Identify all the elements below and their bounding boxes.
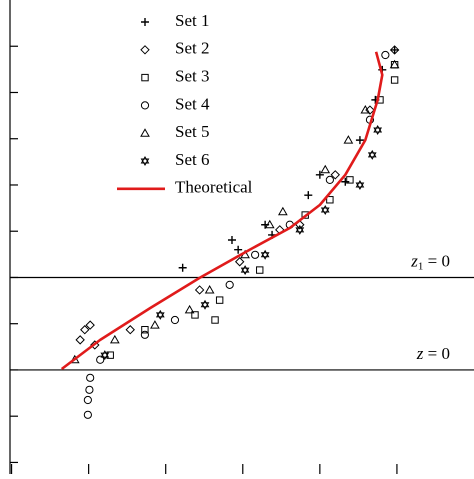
marker-plus bbox=[178, 263, 187, 272]
legend-label: Set 2 bbox=[175, 39, 209, 58]
marker-square bbox=[191, 311, 199, 319]
annotation-rest: = 0 bbox=[423, 344, 450, 363]
marker-circle bbox=[381, 50, 390, 60]
marker-circle bbox=[251, 250, 260, 259]
marker-diamond bbox=[330, 170, 340, 180]
marker-circle bbox=[86, 373, 95, 382]
marker-triangle bbox=[140, 128, 150, 137]
theory-line bbox=[60, 51, 384, 371]
marker-diamond bbox=[194, 285, 205, 295]
marker-circle bbox=[83, 395, 92, 405]
marker-triangle bbox=[277, 206, 288, 216]
marker-hexagram bbox=[295, 224, 305, 235]
marker-plus bbox=[234, 245, 243, 254]
marker-hexagram bbox=[373, 124, 383, 135]
marker-plus bbox=[227, 236, 236, 245]
marker-hexagram bbox=[155, 309, 165, 320]
marker-circle bbox=[96, 355, 105, 364]
legend-item: Set 5 bbox=[140, 122, 209, 141]
marker-hexagram bbox=[200, 299, 210, 310]
marker-square bbox=[211, 316, 219, 324]
marker-triangle bbox=[360, 105, 371, 114]
marker-diamond bbox=[75, 335, 85, 345]
legend-item: Set 4 bbox=[140, 94, 210, 113]
marker-circle bbox=[325, 175, 334, 184]
marker-square bbox=[141, 73, 149, 82]
marker-square bbox=[390, 76, 399, 84]
marker-square bbox=[256, 266, 264, 274]
marker-circle bbox=[85, 385, 94, 394]
marker-circle bbox=[170, 315, 180, 325]
marker-circle bbox=[225, 280, 234, 289]
marker-square bbox=[141, 326, 149, 334]
marker-triangle bbox=[184, 304, 195, 314]
marker-square bbox=[326, 196, 334, 204]
marker-triangle bbox=[150, 320, 160, 329]
annotation-rest: = 0 bbox=[423, 251, 450, 270]
marker-hexagram bbox=[240, 265, 250, 276]
marker-square bbox=[346, 176, 354, 184]
marker-diamond bbox=[234, 257, 245, 267]
legend-label: Set 5 bbox=[175, 122, 209, 141]
legend-label: Set 6 bbox=[175, 150, 209, 169]
marker-plus bbox=[304, 191, 313, 200]
legend-label: Set 4 bbox=[175, 94, 210, 113]
marker-hexagram bbox=[367, 149, 377, 160]
marker-triangle bbox=[204, 284, 215, 294]
marker-circle bbox=[83, 410, 92, 419]
marker-hexagram bbox=[260, 249, 270, 260]
marker-hexagram bbox=[355, 179, 365, 190]
legend-item: Set 2 bbox=[140, 39, 209, 58]
marker-triangle bbox=[320, 164, 331, 174]
marker-plus bbox=[390, 45, 399, 54]
annotation-var: z bbox=[410, 251, 418, 270]
marker-plus bbox=[141, 18, 149, 26]
legend-label: Theoretical bbox=[175, 178, 253, 197]
marker-diamond bbox=[80, 325, 90, 335]
marker-diamond bbox=[125, 325, 135, 335]
marker-hexagram bbox=[100, 350, 110, 361]
marker-triangle bbox=[109, 334, 120, 344]
marker-triangle bbox=[264, 219, 275, 229]
legend-label: Set 1 bbox=[175, 11, 209, 30]
marker-diamond bbox=[140, 45, 150, 55]
marker-circle bbox=[140, 330, 149, 339]
marker-diamond bbox=[85, 320, 95, 330]
marker-hexagram bbox=[140, 156, 150, 166]
marker-plus bbox=[315, 170, 324, 179]
marker-diamond bbox=[389, 45, 400, 55]
legend-label: Set 3 bbox=[175, 67, 209, 86]
legend-item: Set 1 bbox=[141, 11, 209, 30]
marker-triangle bbox=[343, 135, 354, 144]
annotation-sub: 1 bbox=[418, 260, 424, 272]
marker-diamond bbox=[90, 340, 100, 350]
marker-plus bbox=[355, 136, 364, 145]
marker-hexagram bbox=[320, 204, 330, 215]
annotation: z = 0 bbox=[416, 344, 450, 363]
annotation-var: z bbox=[416, 344, 424, 363]
legend-item: Theoretical bbox=[117, 178, 253, 197]
marker-plus bbox=[341, 177, 350, 186]
marker-square bbox=[215, 296, 224, 304]
legend-item: Set 3 bbox=[141, 67, 209, 86]
legend-item: Set 6 bbox=[140, 150, 209, 169]
marker-circle bbox=[140, 101, 150, 110]
annotation: z1 = 0 bbox=[410, 251, 450, 272]
marker-triangle bbox=[389, 59, 400, 69]
